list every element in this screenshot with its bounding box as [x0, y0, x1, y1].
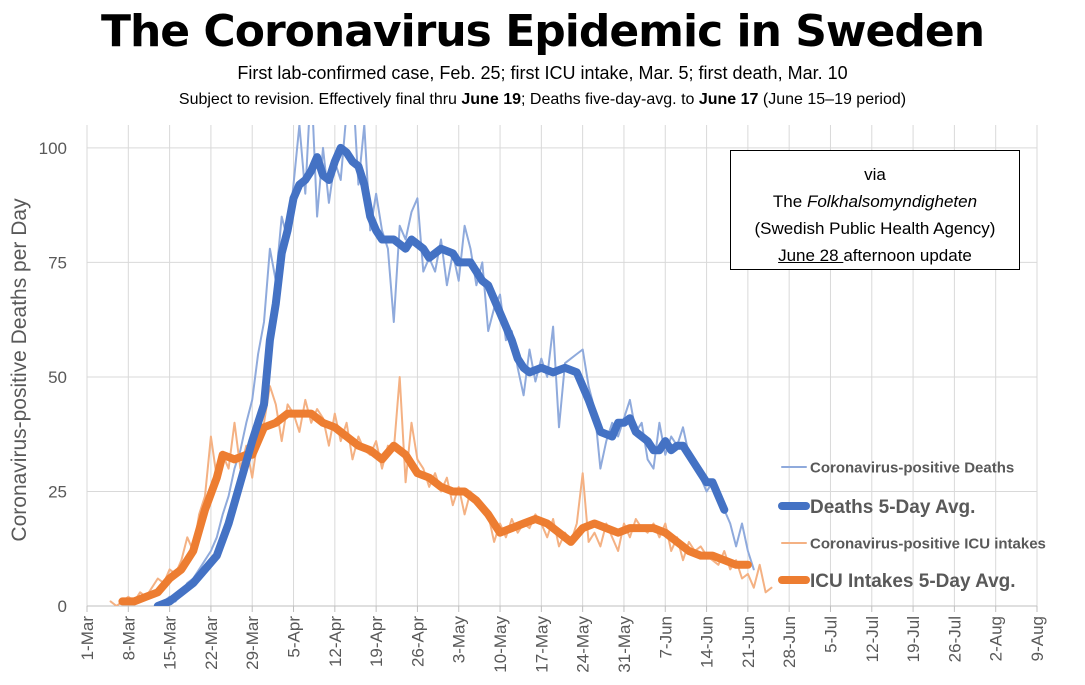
- source-line-2-a: The: [772, 192, 807, 211]
- legend-label-2: Coronavirus-positive ICU intakes: [810, 535, 1046, 552]
- x-tick-label: 26-Jul: [945, 616, 964, 662]
- x-tick-label: 22-Mar: [202, 616, 221, 670]
- y-tick-label: 25: [48, 482, 67, 501]
- x-tick-label: 19-Jul: [904, 616, 923, 662]
- series-line-1: [153, 143, 729, 606]
- x-tick-label: 8-Mar: [119, 616, 138, 661]
- series-line-3: [118, 409, 752, 606]
- x-tick-label: 1-Mar: [78, 616, 97, 661]
- x-tick-label: 12-Apr: [326, 616, 345, 667]
- x-tick-label: 17-May: [532, 616, 551, 673]
- axes: 1-Mar 8-Mar 15-Mar 22-Mar 29-Mar 5-Apr 12-Apr 1…: [39, 139, 1047, 673]
- x-tick-label: 21-Jun: [739, 616, 758, 668]
- y-tick-label: 75: [48, 253, 67, 272]
- subtitle-2-part-b: June 19: [461, 91, 521, 108]
- x-tick-label: 9-Aug: [1028, 616, 1047, 661]
- x-tick-label: 28-Jun: [780, 616, 799, 668]
- x-tick-label: 26-Apr: [408, 616, 427, 667]
- x-tick-label: 10-May: [491, 616, 510, 673]
- y-tick-label: 0: [58, 597, 67, 616]
- x-tick-label: 3-May: [450, 616, 469, 664]
- legend-label-3: ICU Intakes 5-Day Avg.: [810, 571, 1016, 592]
- legend-label-0: Coronavirus-positive Deaths: [810, 459, 1014, 476]
- y-tick-label: 50: [48, 368, 67, 387]
- source-line-2: The Folkhalsomyndigheten: [731, 188, 1019, 215]
- source-agency-name: Folkhalsomyndigheten: [806, 192, 978, 211]
- legend-label-1: Deaths 5-Day Avg.: [810, 497, 975, 518]
- x-tick-label: 29-Mar: [243, 616, 262, 670]
- x-tick-label: 7-Jun: [656, 616, 675, 659]
- x-tick-label: 14-Jun: [698, 616, 717, 668]
- x-tick-label: 19-Apr: [367, 616, 386, 667]
- x-tick-label: 31-May: [615, 616, 634, 673]
- source-line-4: June 28 afternoon update: [731, 242, 1019, 269]
- series-lines: [109, 125, 773, 606]
- subtitle-2-part-d: June 17: [698, 91, 759, 108]
- x-tick-label: 5-Apr: [285, 616, 304, 658]
- x-tick-label: 12-Jul: [863, 616, 882, 662]
- subtitle-2-part-a: Subject to revision. Effectively final t…: [178, 91, 462, 108]
- chart-title: The Coronavirus Epidemic in Sweden: [100, 6, 985, 57]
- subtitle-line-1: First lab-confirmed case, Feb. 25; first…: [237, 63, 848, 83]
- x-tick-label: 15-Mar: [161, 616, 180, 670]
- subtitle-2-part-c: ; Deaths five-day-avg. to: [521, 91, 699, 108]
- source-box: via The Folkhalsomyndigheten (Swedish Pu…: [730, 150, 1020, 270]
- source-line-1: via: [864, 165, 886, 184]
- source-update-date: June 28: [778, 246, 844, 265]
- x-tick-label: 5-Jul: [821, 616, 840, 653]
- y-axis-label: Coronavirus-positive Deaths per Day: [8, 198, 31, 542]
- x-tick-label: 24-May: [574, 616, 593, 673]
- legend: Coronavirus-positive Deaths Deaths 5-Day …: [778, 459, 1046, 592]
- x-tick-label: 2-Aug: [987, 616, 1006, 661]
- subtitle-line-2: Subject to revision. Effectively final t…: [0, 91, 1085, 109]
- source-line-3: (Swedish Public Health Agency): [754, 219, 996, 238]
- subtitle-2-part-e: (June 15–19 period): [758, 91, 907, 108]
- source-line-4-b: afternoon update: [843, 246, 972, 265]
- series-line-0: [156, 125, 755, 606]
- y-tick-label: 100: [39, 139, 67, 158]
